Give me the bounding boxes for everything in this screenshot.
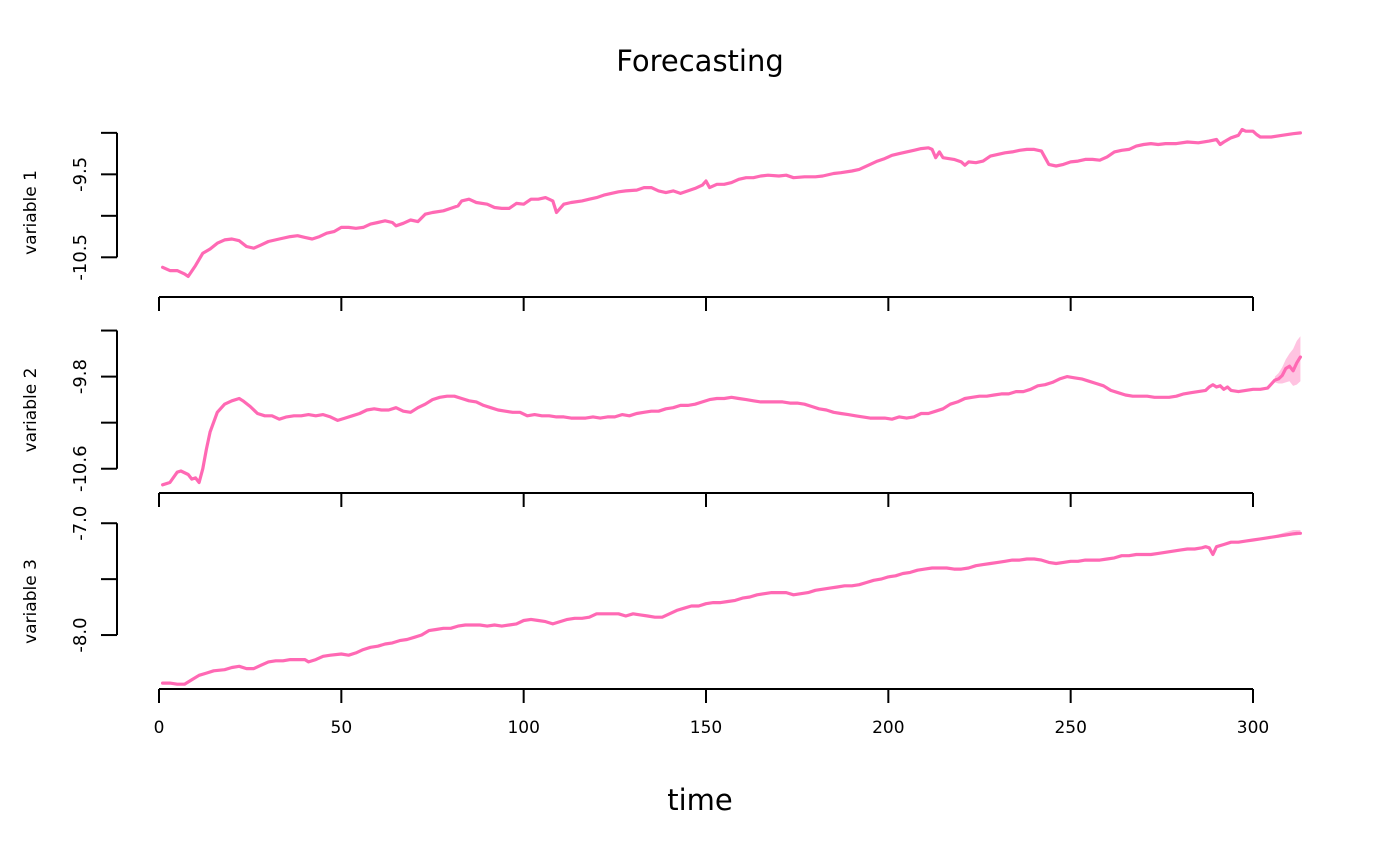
x-tick-label: 150 <box>690 718 722 738</box>
series-line <box>161 127 1302 278</box>
y-tick-label: -8.0 <box>70 617 91 652</box>
y-tick-label: -10.6 <box>70 445 91 492</box>
chart-title: Forecasting <box>616 44 784 78</box>
y-tick-label: -10.5 <box>70 234 91 281</box>
panel-1: variable 1 -10.5 -9.5 <box>21 127 1302 311</box>
y-axis-label: variable 3 <box>21 559 41 644</box>
series-line <box>161 355 1302 487</box>
y-axis-label: variable 2 <box>21 368 41 453</box>
x-tick-label: 250 <box>1054 718 1086 738</box>
x-tick-label: 200 <box>872 718 904 738</box>
y-tick-label: -7.0 <box>70 506 91 541</box>
x-axis-label: time <box>667 783 733 817</box>
x-tick-label: 50 <box>331 718 353 738</box>
y-tick-label: -9.8 <box>70 359 91 394</box>
panel-3: variable 3 -8.0 -7.0 <box>21 506 1302 703</box>
x-tick-label: 100 <box>507 718 539 738</box>
x-tick-label: 0 <box>154 718 165 738</box>
forecast-band <box>1274 336 1301 386</box>
panel-2: variable 2 -10.6 -9.8 <box>21 329 1302 507</box>
y-axis-label: variable 1 <box>21 170 41 255</box>
series-line <box>161 531 1302 686</box>
y-tick-label: -9.5 <box>70 157 91 192</box>
x-tick-label: 300 <box>1237 718 1269 738</box>
